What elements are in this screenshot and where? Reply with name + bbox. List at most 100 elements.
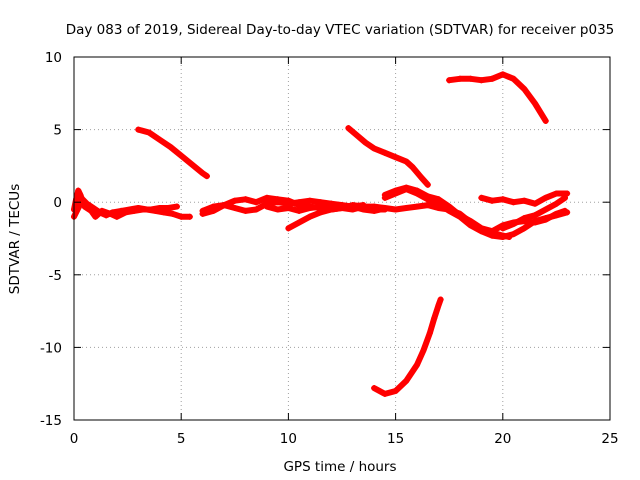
data-point (531, 219, 538, 226)
data-point (510, 199, 517, 206)
data-point (285, 197, 292, 204)
data-point (418, 174, 425, 181)
data-point (478, 194, 485, 201)
data-point (242, 207, 249, 214)
data-point (75, 205, 82, 212)
data-point (169, 210, 176, 217)
data-point (403, 377, 410, 384)
data-point (79, 196, 86, 203)
data-point (77, 191, 84, 198)
data-point (143, 206, 150, 213)
data-point (499, 196, 506, 203)
x-axis-label: GPS time / hours (283, 459, 396, 475)
data-point (489, 197, 496, 204)
data-point (489, 75, 496, 82)
data-point (118, 207, 125, 214)
data-point (435, 196, 442, 203)
data-point (345, 125, 352, 132)
data-point (381, 390, 388, 397)
y-tick-label: -5 (49, 268, 62, 284)
data-point (431, 315, 438, 322)
x-tick-label: 0 (70, 431, 79, 447)
data-point (186, 213, 193, 220)
data-point (510, 75, 517, 82)
data-point (510, 231, 517, 238)
series-arc-10 (381, 184, 568, 235)
data-point (306, 213, 313, 220)
data-point (126, 206, 133, 213)
y-tick-label: 0 (53, 195, 62, 211)
data-point (317, 209, 324, 216)
data-point (553, 200, 560, 207)
data-point (92, 213, 99, 220)
data-point (424, 193, 431, 200)
data-point (285, 205, 292, 212)
data-point (371, 203, 378, 210)
data-point (173, 203, 180, 210)
data-point (521, 215, 528, 222)
data-point (339, 205, 345, 212)
data-point (414, 187, 421, 194)
data-point (499, 234, 506, 241)
data-point (424, 181, 431, 188)
data-point (403, 158, 410, 165)
y-tick-label: 10 (45, 50, 62, 66)
data-point (426, 329, 433, 336)
data-point (499, 225, 506, 232)
data-point (296, 207, 303, 214)
data-point (178, 213, 185, 220)
data-point (362, 139, 369, 146)
data-point (274, 206, 281, 213)
data-point (242, 196, 249, 203)
x-tick-label: 25 (601, 431, 618, 447)
data-point (456, 75, 463, 82)
data-point (392, 187, 399, 194)
series-arc-13 (478, 190, 571, 207)
data-point (354, 132, 361, 139)
data-point (161, 209, 168, 216)
data-point (392, 154, 399, 161)
data-point (489, 228, 496, 235)
data-point (403, 184, 410, 191)
data-point (499, 71, 506, 78)
data-point (178, 152, 185, 159)
chart-title: Day 083 of 2019, Sidereal Day-to-day VTE… (66, 22, 615, 38)
data-point (553, 190, 560, 197)
data-point (435, 302, 442, 309)
data-point (392, 206, 399, 213)
series-band (345, 125, 431, 188)
series-band (371, 296, 444, 397)
data-point (521, 197, 528, 204)
data-point (531, 212, 538, 219)
data-point (542, 117, 549, 124)
x-tick-label: 5 (177, 431, 186, 447)
data-point (253, 206, 260, 213)
data-point (381, 149, 388, 156)
data-point (467, 75, 474, 82)
series-arc-08 (345, 125, 431, 188)
x-tick-label: 10 (280, 431, 297, 447)
series-arc-12 (446, 71, 549, 124)
data-point (531, 200, 538, 207)
data-point (231, 197, 238, 204)
x-tick-label: 20 (494, 431, 511, 447)
data-point (203, 173, 210, 180)
data-point (424, 202, 431, 209)
series-arc-02 (71, 196, 193, 220)
data-point (296, 219, 303, 226)
data-point (135, 205, 142, 212)
data-point (167, 144, 174, 151)
data-point (253, 199, 260, 206)
data-point (274, 196, 281, 203)
data-point (446, 203, 453, 210)
data-point (328, 206, 335, 213)
data-point (296, 202, 303, 209)
data-point (210, 207, 217, 214)
data-point (165, 205, 172, 212)
data-point (146, 129, 153, 136)
data-point (420, 347, 427, 354)
data-point (521, 85, 528, 92)
data-point (306, 205, 313, 212)
data-point (564, 190, 571, 197)
